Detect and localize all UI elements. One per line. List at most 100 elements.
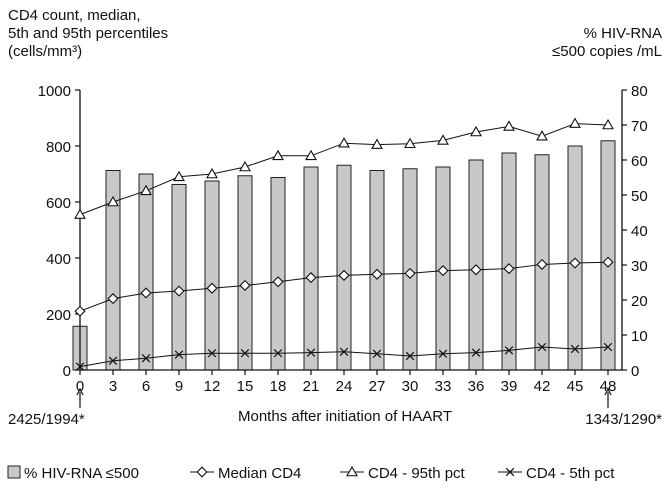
right-tick-label: 60 bbox=[631, 153, 648, 170]
data-point bbox=[74, 305, 86, 317]
x-tick-label: 12 bbox=[204, 378, 221, 395]
data-point bbox=[207, 348, 217, 358]
data-point bbox=[273, 348, 283, 358]
data-point bbox=[305, 149, 317, 161]
x-tick-label: 39 bbox=[501, 378, 518, 395]
right-tick-label: 70 bbox=[631, 118, 648, 135]
x-tick-label: 30 bbox=[402, 378, 419, 395]
data-point bbox=[536, 258, 548, 271]
x-tick-label: 33 bbox=[435, 378, 452, 395]
data-point bbox=[405, 351, 415, 361]
bar bbox=[171, 184, 187, 371]
legend-label: CD4 - 5th pct bbox=[526, 465, 615, 482]
left-axis-title-line: (cells/mm³) bbox=[8, 43, 82, 60]
data-point bbox=[173, 170, 185, 182]
left-tick-label: 0 bbox=[63, 363, 71, 380]
data-point bbox=[602, 256, 614, 268]
right-tick-label: 10 bbox=[631, 328, 648, 345]
left-tick-label: 1000 bbox=[38, 83, 71, 100]
legend-label: Median CD4 bbox=[218, 465, 301, 482]
data-point bbox=[437, 134, 449, 145]
x-tick-label: 42 bbox=[534, 378, 551, 395]
x-tick-label: 3 bbox=[109, 378, 117, 395]
data-point bbox=[140, 287, 152, 299]
annotations-layer: 2425/1994* 1343/1290* bbox=[8, 387, 662, 428]
x-tick-label: 27 bbox=[369, 378, 386, 395]
data-point bbox=[338, 269, 350, 281]
data-point bbox=[503, 263, 515, 275]
data-point bbox=[108, 356, 118, 365]
bar bbox=[204, 180, 220, 371]
x-tick-label: 6 bbox=[142, 378, 150, 395]
markers-layer bbox=[74, 117, 614, 371]
data-point bbox=[537, 342, 547, 352]
x-tick-label: 9 bbox=[175, 378, 183, 395]
data-point bbox=[569, 117, 581, 128]
data-point bbox=[173, 285, 185, 297]
data-point bbox=[569, 257, 581, 269]
data-point bbox=[536, 130, 548, 141]
x-tick-label: 45 bbox=[567, 378, 584, 395]
data-point bbox=[437, 265, 449, 277]
data-point bbox=[438, 349, 448, 358]
data-point bbox=[306, 348, 316, 357]
bar bbox=[336, 164, 352, 371]
x-tick-label: 24 bbox=[336, 378, 353, 395]
data-point bbox=[107, 293, 119, 305]
data-point bbox=[338, 137, 350, 148]
data-point bbox=[371, 138, 383, 149]
data-point bbox=[75, 362, 85, 371]
data-point bbox=[239, 279, 251, 292]
bar bbox=[138, 173, 154, 371]
bar bbox=[501, 152, 517, 371]
right-tick-label: 80 bbox=[631, 83, 648, 100]
right-tick-label: 0 bbox=[631, 363, 639, 380]
right-axis-title-line: % HIV-RNA bbox=[584, 25, 662, 42]
right-tick-label: 50 bbox=[631, 188, 648, 205]
data-point bbox=[240, 348, 250, 358]
data-point bbox=[206, 282, 218, 294]
legend: % HIV-RNA ≤500 Median CD4 CD4 - 95th pct CD… bbox=[7, 465, 615, 482]
x-tick-label: 36 bbox=[468, 378, 485, 395]
left-axis-title-line: 5th and 95th percentiles bbox=[8, 25, 168, 42]
annotation-arrowhead bbox=[604, 387, 612, 396]
data-point bbox=[570, 344, 580, 354]
data-point bbox=[404, 267, 416, 279]
left-axis-title: CD4 count, median,5th and 95th percentil… bbox=[8, 7, 168, 60]
data-point bbox=[504, 346, 514, 355]
bar bbox=[237, 175, 253, 371]
left-tick-label: 800 bbox=[46, 139, 71, 156]
data-point bbox=[206, 167, 218, 179]
x-tick-label: 18 bbox=[270, 378, 287, 395]
left-axis-title-line: CD4 count, median, bbox=[8, 7, 141, 24]
data-point bbox=[404, 137, 416, 149]
left-tick-label: 400 bbox=[46, 251, 71, 268]
data-point bbox=[371, 268, 383, 280]
data-point bbox=[140, 184, 152, 196]
legend-label: CD4 - 95th pct bbox=[368, 465, 466, 482]
data-point bbox=[272, 149, 284, 161]
data-point bbox=[305, 272, 317, 284]
legend-swatch bbox=[7, 465, 21, 479]
legend-label: % HIV-RNA ≤500 bbox=[24, 465, 139, 482]
annotation-arrowhead bbox=[76, 387, 84, 396]
data-point bbox=[372, 349, 382, 358]
data-point bbox=[602, 118, 614, 130]
data-point bbox=[339, 347, 349, 357]
x-tick-label: 48 bbox=[600, 378, 617, 395]
right-axis-title-line: ≤500 copies /mL bbox=[552, 43, 662, 60]
right-tick-label: 40 bbox=[631, 223, 648, 240]
data-point bbox=[272, 276, 284, 288]
bar bbox=[303, 166, 319, 371]
data-point bbox=[239, 160, 251, 172]
x-tick-label: 21 bbox=[303, 378, 320, 395]
data-point bbox=[603, 342, 613, 352]
data-point bbox=[141, 354, 151, 363]
data-point bbox=[107, 195, 119, 207]
x-axis-title: Months after initiation of HAART bbox=[238, 408, 452, 425]
left-tick-label: 200 bbox=[46, 307, 71, 324]
data-point bbox=[174, 350, 184, 359]
legend-marker bbox=[505, 467, 515, 477]
